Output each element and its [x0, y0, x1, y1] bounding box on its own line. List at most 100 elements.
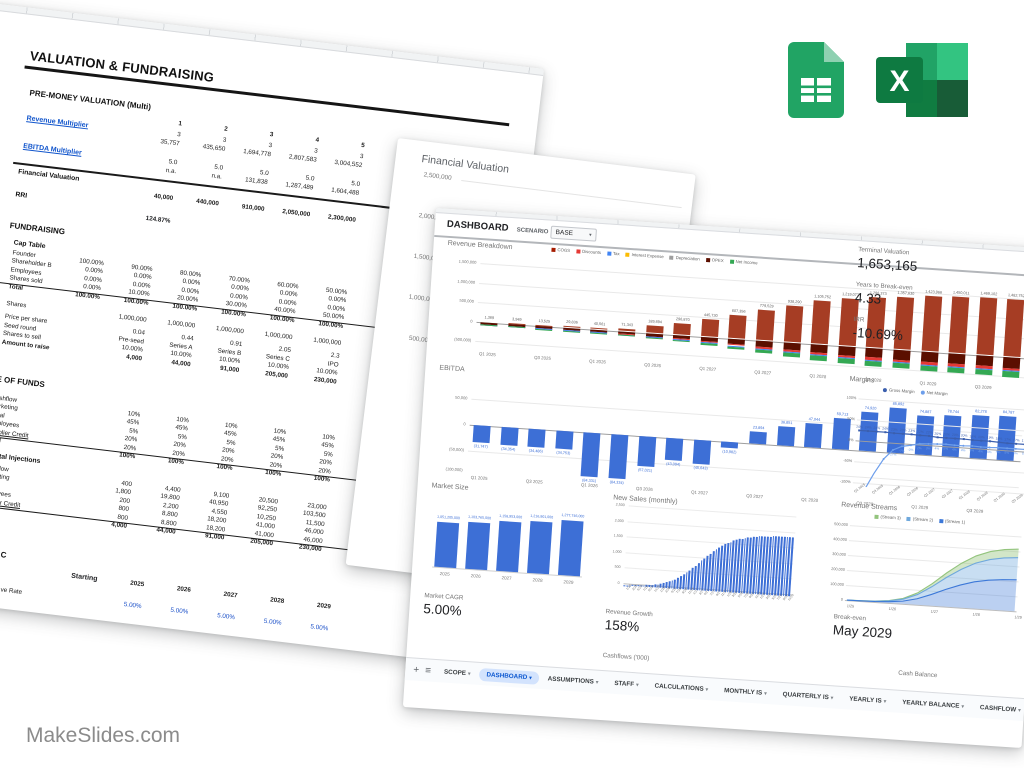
svg-text:20%: 20%: [943, 432, 950, 436]
x-axis-label: Q3 2027: [754, 369, 772, 376]
y-axis-label: (100,000): [445, 466, 463, 473]
scenario-select[interactable]: BASE ▾: [550, 225, 597, 242]
bar-value-label: (34,354): [501, 446, 516, 452]
chevron-down-icon: ▾: [830, 694, 834, 701]
svg-text:17%: 17%: [1013, 438, 1020, 442]
x-axis-label: Q1 2025: [470, 474, 488, 482]
bar-value-label: 29,836: [566, 320, 578, 325]
bar-value-label: 1,105,752: [814, 294, 832, 300]
gridline: [461, 180, 682, 209]
premoney-heading: PRE-MONEY VALUATION (Multi): [29, 88, 152, 112]
sheet-tab-staff[interactable]: STAFF ▾: [614, 679, 639, 688]
x-axis-label: Q1 2028: [801, 496, 819, 503]
row-label: Cashflow: [0, 393, 18, 404]
bar: [527, 428, 546, 448]
chevron-down-icon: ▾: [705, 686, 709, 693]
revenue-streams-chart: Revenue Streams (Stream 3) (Stream 2) (Str…: [830, 502, 1024, 627]
dashboard-sheet: DASHBOARD SCENARIO BASE ▾ Revenue Breakd…: [402, 208, 1024, 748]
col-header: 1: [178, 120, 183, 128]
sheet-tab-monthly-is[interactable]: MONTHLY IS ▾: [723, 686, 767, 697]
sheet-tab-quarterly-is[interactable]: QUARTERLY IS ▾: [782, 690, 834, 701]
bar-net-income: [919, 365, 938, 372]
svg-text:22%: 22%: [926, 430, 933, 434]
legend-swatch: [938, 518, 944, 523]
svg-text:5%: 5%: [1022, 452, 1024, 456]
break-even-stat: Break-even May 2029: [832, 613, 893, 641]
bar: [555, 430, 574, 450]
svg-text:-7%: -7%: [899, 449, 905, 453]
bar-net-income: [562, 330, 580, 333]
ebitda-multiplier-link[interactable]: EBITDA Multiplier: [22, 142, 83, 157]
bar-value-label: 779,529: [759, 303, 774, 309]
x-axis-label: Q1 2026: [588, 358, 607, 365]
x-axis-label: 2029: [563, 579, 574, 585]
x-axis-label: 2028: [532, 577, 543, 583]
revenue-multiplier-link[interactable]: Revenue Multiplier: [26, 115, 89, 130]
legend-swatch: [606, 250, 612, 256]
bar-value-label: 607,356: [731, 308, 746, 314]
bar-value-label: 189,894: [648, 319, 663, 325]
svg-text:-3%: -3%: [908, 448, 914, 452]
col-header: 2: [223, 125, 229, 133]
y-axis-label: 500,000: [459, 297, 475, 304]
sheet-tab-cashflow[interactable]: CASHFLOW ▾: [979, 703, 1021, 714]
bar-net-income: [892, 362, 910, 369]
legend-swatch: [669, 255, 674, 260]
chart-legend: (Stream 3) (Stream 2) (Stream 1): [874, 514, 965, 525]
svg-text:4%: 4%: [978, 449, 983, 453]
sheet-tab-scope[interactable]: SCOPE ▾: [443, 668, 471, 677]
stat-value: May 2029: [832, 622, 893, 642]
sheet-tab-assumptions[interactable]: ASSUMPTIONS ▾: [547, 674, 599, 686]
x-axis-label: Q3 2026: [644, 362, 662, 369]
row-label: Legal: [0, 410, 5, 420]
stat-value: 158%: [604, 617, 640, 635]
cashflows-chart-title: Cashflows ('000): [602, 652, 650, 663]
legend-item: COGS: [551, 247, 570, 253]
bar-value-label: 36,851: [780, 420, 793, 425]
svg-text:20%: 20%: [952, 433, 959, 437]
bar-value-label: (57,021): [637, 467, 653, 473]
y-axis-label: 0: [617, 580, 620, 585]
bar-net-income: [974, 368, 993, 376]
x-axis-label: 2027: [501, 575, 512, 581]
cell: 40,000: [153, 192, 174, 202]
svg-text:5%: 5%: [1004, 451, 1009, 455]
chevron-down-icon: ▾: [1018, 707, 1021, 714]
bar-cogs: [811, 300, 831, 345]
chart-legend: Gross Margin Net Margin: [882, 387, 948, 396]
bar: [804, 422, 823, 449]
axis-row: 2,500,000: [397, 168, 688, 214]
y-axis-label: 500,000: [834, 522, 849, 527]
plot-area: [844, 522, 1022, 613]
bar-value-label: (45,643): [693, 465, 708, 471]
starting-header: Starting: [70, 572, 98, 583]
bar: [496, 521, 522, 573]
legend-label: COGS: [557, 247, 571, 253]
legend-label: (Stream 3): [880, 514, 901, 521]
app-logos: X: [788, 42, 968, 118]
all-sheets-menu-icon[interactable]: ≡: [424, 664, 432, 677]
col-header: 3: [269, 131, 274, 139]
sheet-tab-dashboard[interactable]: DASHBOARD ▾: [479, 667, 540, 685]
bar: [608, 434, 629, 479]
cap-table-label: Cap Table: [13, 239, 46, 251]
sheet-tab-yearly-balance[interactable]: YEARLY BALANCE ▾: [901, 698, 965, 710]
year-header: 2027: [223, 590, 238, 600]
x-axis-label: Q3 2025: [533, 354, 552, 361]
legend-swatch: [729, 259, 734, 264]
svg-text:3%: 3%: [926, 446, 931, 450]
scenario-label: SCENARIO: [516, 227, 549, 236]
financial-valuation-label: Financial Valuation: [17, 168, 80, 183]
bar-net-income: [590, 332, 608, 335]
bar-value-label: 40,561: [593, 321, 606, 327]
bar-value-label: 23,894: [752, 425, 765, 430]
x-axis-label: 1/28: [972, 612, 981, 617]
excel-icon: X: [876, 43, 968, 117]
bar: [664, 437, 684, 462]
add-sheet-button[interactable]: +: [412, 664, 420, 676]
year-header: 2025: [129, 579, 145, 589]
svg-text:-17%: -17%: [889, 452, 897, 456]
sheet-tab-yearly-is[interactable]: YEARLY IS ▾: [849, 694, 887, 705]
sheet-tab-calculations[interactable]: CALCULATIONS ▾: [654, 682, 709, 693]
bar-net-income: [672, 339, 690, 343]
